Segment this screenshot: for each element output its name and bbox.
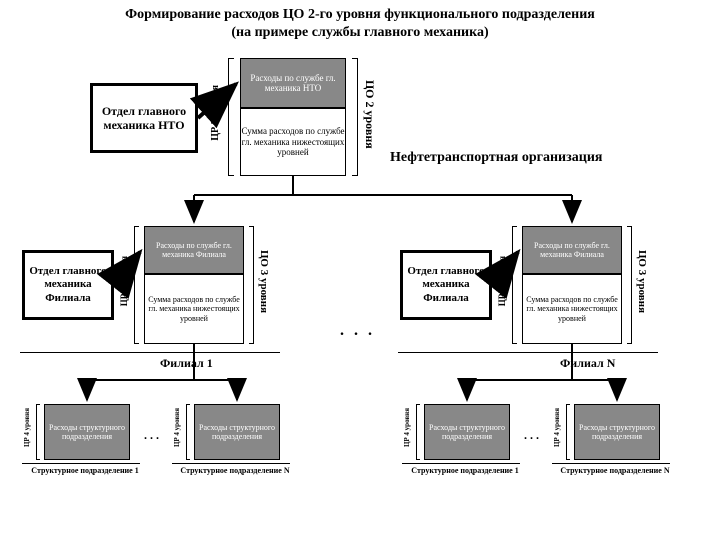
l2-dept-box: Отдел главного механика НТО xyxy=(90,83,198,153)
l3n-bracket-left-label: ЦР 3 уровня xyxy=(497,256,507,306)
l4n-ellipsis: . . . xyxy=(524,428,539,443)
l4a1-ul xyxy=(22,463,140,464)
l4a2-box: Расходы структурного подразделения xyxy=(194,404,280,460)
l3n-bracket-left xyxy=(512,226,517,344)
l4n2-box: Расходы структурного подразделения xyxy=(574,404,660,460)
l4a2-cap: Структурное подразделение N xyxy=(180,466,290,475)
l4n1-text: Расходы структурного подразделения xyxy=(425,423,509,441)
title-line-2: (на примере службы главного механика) xyxy=(20,24,700,42)
l3a-dept-text: Отдел главного механика Филиала xyxy=(25,265,111,305)
l3n-top-text: Расходы по службе гл. механика Филиала xyxy=(523,241,621,259)
l3n-bottom-text: Сумма расходов по службе гл. механика ни… xyxy=(523,295,621,323)
l4a1-box: Расходы структурного подразделения xyxy=(44,404,130,460)
l4a1-label: ЦР 4 уровня xyxy=(23,408,31,447)
l2-bracket-left-label: ЦР 2 уровня xyxy=(210,85,221,141)
l2-bracket-right-label: ЦО 2 уровня xyxy=(362,80,377,149)
l2-dept-text: Отдел главного механика НТО xyxy=(93,104,195,133)
l2-bracket-right xyxy=(352,58,358,176)
l3n-underline xyxy=(398,352,658,353)
l4a2-label: ЦР 4 уровня xyxy=(173,408,181,447)
l3a-caption: Филиал 1 xyxy=(160,356,213,371)
l3a-top-box: Расходы по службе гл. механика Филиала xyxy=(144,226,244,274)
l3n-bracket-right-label: ЦО 3 уровня xyxy=(636,250,648,313)
l3n-dept-box: Отдел главного механика Филиала xyxy=(400,250,492,320)
l3a-bottom-text: Сумма расходов по службе гл. механика ни… xyxy=(145,295,243,323)
l3n-bracket-right xyxy=(627,226,632,344)
l3n-caption: Филиал N xyxy=(560,356,615,371)
l2-top-box: Расходы по службе гл. механика НТО xyxy=(240,58,346,108)
l3a-bracket-right xyxy=(249,226,254,344)
l4n2-label: ЦР 4 уровня xyxy=(553,408,561,447)
l4a2-ul xyxy=(172,463,290,464)
l3a-underline xyxy=(20,352,280,353)
l4a2-text: Расходы структурного подразделения xyxy=(195,423,279,441)
l3a-dept-box: Отдел главного механика Филиала xyxy=(22,250,114,320)
l4n2-text: Расходы структурного подразделения xyxy=(575,423,659,441)
l2-top-text: Расходы по службе гл. механика НТО xyxy=(241,73,345,94)
l3n-top-box: Расходы по службе гл. механика Филиала xyxy=(522,226,622,274)
l3a-bracket-left xyxy=(134,226,139,344)
l4n1-cap: Структурное подразделение 1 xyxy=(410,466,520,475)
l4n2-ul xyxy=(552,463,670,464)
l4n2-bracket xyxy=(566,404,570,460)
l3n-bottom-box: Сумма расходов по службе гл. механика ни… xyxy=(522,274,622,344)
l4n1-label: ЦР 4 уровня xyxy=(403,408,411,447)
l4n1-ul xyxy=(402,463,520,464)
l3a-bracket-left-label: ЦР 3 уровня xyxy=(119,256,129,306)
title-line-1: Формирование расходов ЦО 2-го уровня фун… xyxy=(20,6,700,24)
l3a-top-text: Расходы по службе гл. механика Филиала xyxy=(145,241,243,259)
l2-bottom-box: Сумма расходов по службе гл. механика ни… xyxy=(240,108,346,176)
l4a1-text: Расходы структурного подразделения xyxy=(45,423,129,441)
org-label: Нефтетранспортная организация xyxy=(390,150,602,166)
l3a-bracket-right-label: ЦО 3 уровня xyxy=(258,250,270,313)
l4a2-bracket xyxy=(186,404,190,460)
page-title: Формирование расходов ЦО 2-го уровня фун… xyxy=(0,0,720,43)
l4n1-bracket xyxy=(416,404,420,460)
l4n2-cap: Структурное подразделение N xyxy=(560,466,670,475)
l4a-ellipsis: . . . xyxy=(144,428,159,443)
l3a-bottom-box: Сумма расходов по службе гл. механика ни… xyxy=(144,274,244,344)
l3-ellipsis: . . . xyxy=(340,322,375,340)
l4a1-bracket xyxy=(36,404,40,460)
l3n-dept-text: Отдел главного механика Филиала xyxy=(403,265,489,305)
l2-bracket-left xyxy=(228,58,234,176)
l4n1-box: Расходы структурного подразделения xyxy=(424,404,510,460)
l2-bottom-text: Сумма расходов по службе гл. механика ни… xyxy=(241,126,345,157)
l4a1-cap: Структурное подразделение 1 xyxy=(30,466,140,475)
